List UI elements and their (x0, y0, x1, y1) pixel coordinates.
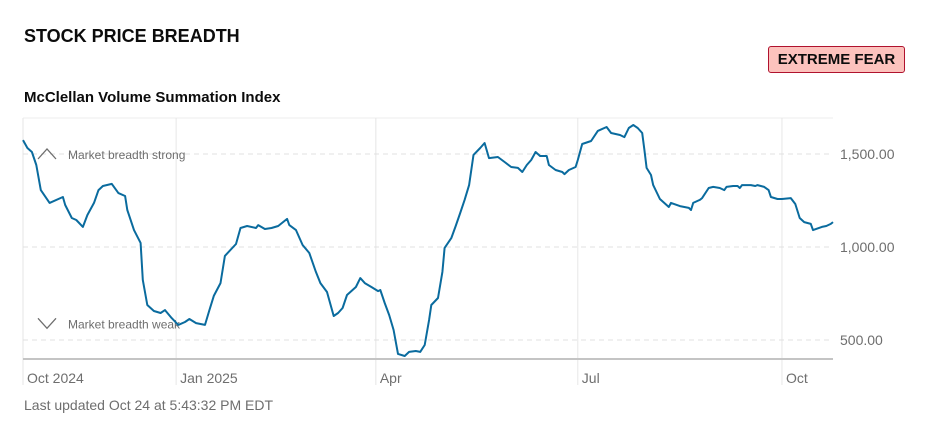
breadth-annotation: Market breadth strong (68, 148, 185, 162)
y-tick-label: 1,500.00 (840, 146, 895, 162)
fear-greed-badge: EXTREME FEAR (768, 46, 905, 73)
breadth-annotation: Market breadth weak (68, 317, 181, 331)
y-tick-label: 500.00 (840, 332, 883, 348)
chart-title: McClellan Volume Summation Index (24, 89, 281, 106)
section-title: STOCK PRICE BREADTH (24, 26, 240, 46)
x-tick-label: Jul (582, 370, 600, 386)
x-tick-label: Apr (380, 370, 402, 386)
x-tick-label: Oct (786, 370, 808, 386)
x-tick-label: Oct 2024 (27, 370, 84, 386)
y-tick-label: 1,000.00 (840, 239, 895, 255)
chevron-up-icon (37, 148, 57, 160)
series-line (22, 124, 834, 357)
x-tick-label: Jan 2025 (180, 370, 238, 386)
last-updated: Last updated Oct 24 at 5:43:32 PM EDT (24, 397, 274, 413)
chevron-down-icon (37, 317, 57, 330)
